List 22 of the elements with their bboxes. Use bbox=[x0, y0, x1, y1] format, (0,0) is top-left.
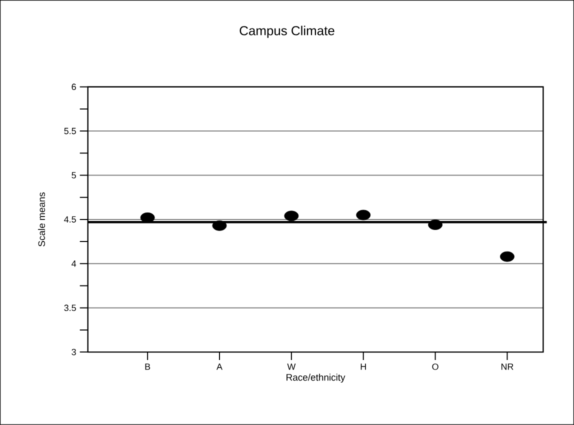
point bbox=[140, 212, 155, 223]
x-tick-label: O bbox=[432, 364, 438, 370]
y-tick-label: 5 bbox=[72, 172, 76, 178]
x-tick-label: B bbox=[145, 364, 150, 370]
y-tick-label: 3 bbox=[72, 348, 76, 356]
point bbox=[428, 220, 442, 230]
point bbox=[356, 210, 371, 220]
chart-title: Campus Climate bbox=[240, 26, 334, 38]
y-tick-label: 6 bbox=[72, 84, 76, 90]
x-tick-label: W bbox=[287, 364, 296, 370]
y-tick-label: 4 bbox=[72, 260, 76, 267]
y-axis-title: Scale means bbox=[38, 192, 46, 246]
point bbox=[500, 251, 514, 262]
point bbox=[212, 220, 227, 231]
point bbox=[284, 210, 299, 222]
x-tick-label: A bbox=[216, 364, 222, 370]
y-tick-label: 3.5 bbox=[64, 304, 76, 312]
x-axis-title: Race/ethnicity bbox=[286, 374, 346, 383]
y-tick-label: 5.5 bbox=[64, 128, 76, 134]
x-tick-label: NR bbox=[501, 364, 514, 370]
y-tick-label: 4.5 bbox=[64, 216, 76, 223]
x-tick-label: H bbox=[360, 364, 366, 370]
